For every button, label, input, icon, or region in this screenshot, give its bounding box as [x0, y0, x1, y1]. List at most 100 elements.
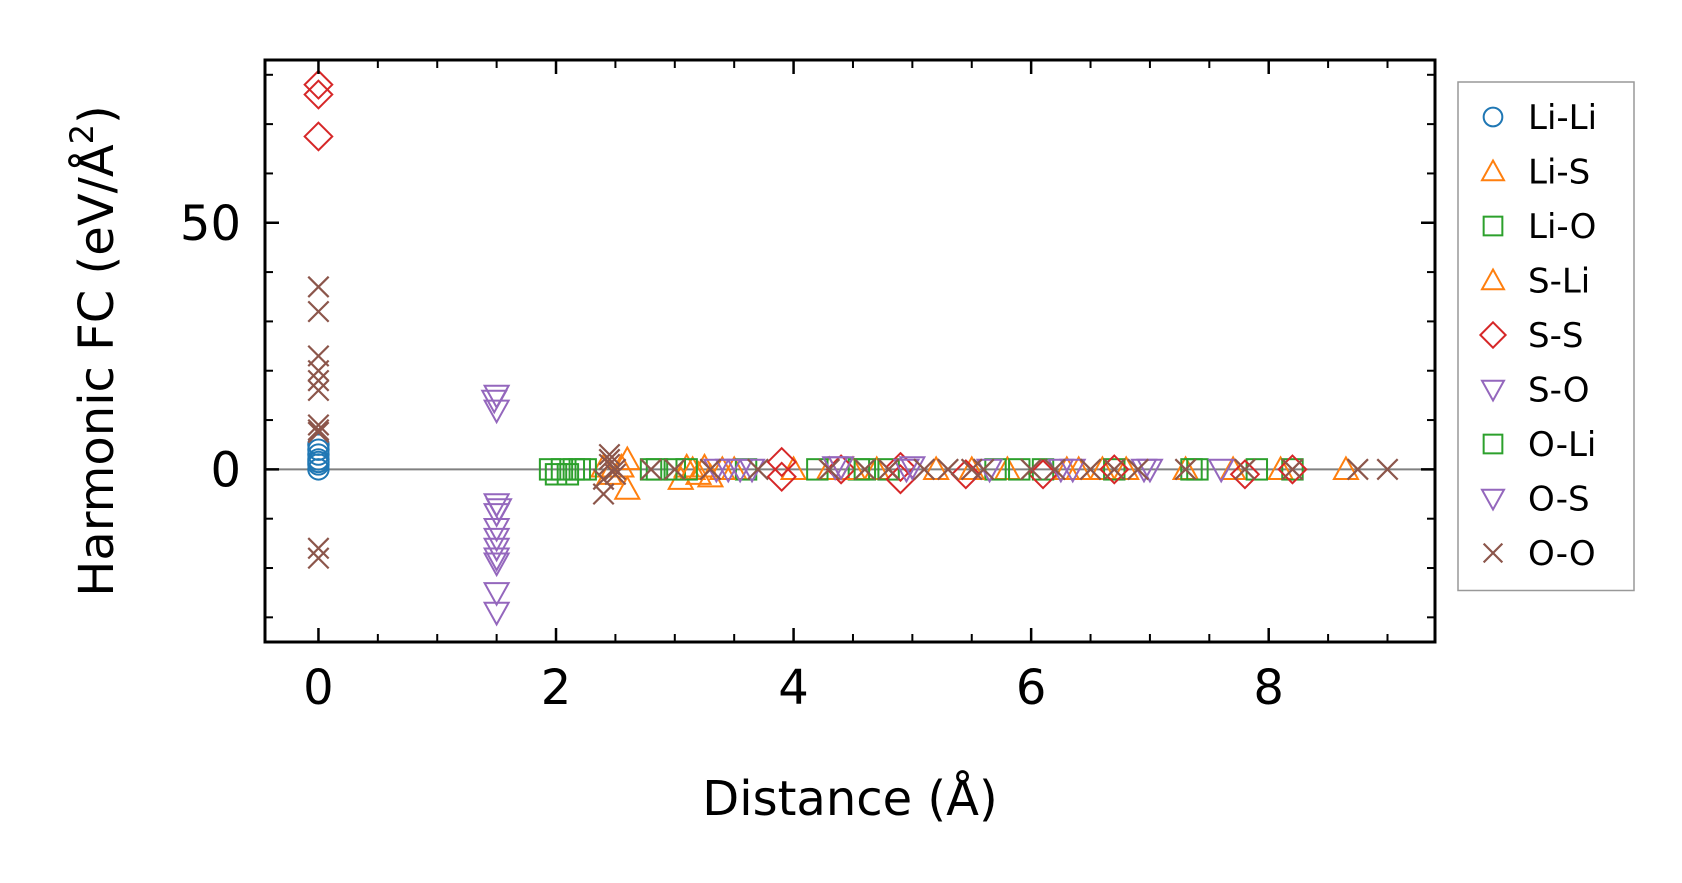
- data-point: [1229, 459, 1261, 490]
- data-point: [853, 458, 876, 481]
- data-point: [1245, 458, 1269, 481]
- data-point: [1207, 458, 1235, 484]
- data-point: [303, 69, 334, 100]
- data-point-stroke: [1127, 458, 1150, 481]
- legend-entry: O-O: [1482, 534, 1596, 574]
- data-point-stroke: [877, 458, 900, 481]
- data-point: [1174, 458, 1197, 481]
- legend-entry: Li-O: [1482, 207, 1596, 247]
- data-point: [885, 451, 916, 483]
- legend-marker: [1480, 488, 1506, 512]
- data-point: [303, 79, 334, 110]
- data-point-stroke: [307, 379, 330, 402]
- data-point: [482, 601, 511, 627]
- data-point-stroke: [937, 458, 959, 481]
- data-point: [1127, 458, 1150, 481]
- data-point: [898, 456, 927, 481]
- legend-label: O-O: [1528, 534, 1596, 574]
- data-point: [1186, 458, 1209, 481]
- data-point: [307, 300, 330, 323]
- data-point: [1079, 458, 1102, 481]
- series-li-li: [307, 433, 330, 481]
- data-point-stroke: [1281, 458, 1304, 481]
- legend-marker: [1480, 158, 1506, 182]
- series-o-li: [574, 458, 1209, 481]
- x-tick-label: 0: [303, 660, 334, 716]
- legend-label: Li-S: [1528, 153, 1590, 193]
- data-point: [482, 399, 511, 425]
- y-tick-label: 0: [210, 442, 241, 498]
- legend-label: O-Li: [1528, 425, 1596, 465]
- data-point: [604, 458, 627, 481]
- legend-label: Li-O: [1528, 207, 1596, 247]
- data-point: [307, 414, 330, 436]
- data-point: [1219, 455, 1247, 480]
- data-point-stroke: [1079, 458, 1102, 481]
- data-point: [598, 448, 621, 471]
- data-point: [766, 446, 797, 478]
- legend-label: S-S: [1528, 316, 1583, 356]
- data-point-stroke: [746, 458, 769, 481]
- legend-entry: Li-S: [1480, 153, 1590, 193]
- x-axis-label: Distance (Å): [702, 770, 997, 827]
- tick-labels: 0 2 4 6 8 0 50: [180, 196, 1284, 716]
- data-point-stroke: [972, 458, 995, 481]
- data-point: [485, 498, 513, 523]
- y-axis-label-superscript: 2: [63, 124, 101, 144]
- data-point-stroke: [1103, 458, 1126, 481]
- data-point: [708, 455, 737, 480]
- data-point-stroke: [307, 537, 330, 560]
- data-point: [550, 458, 574, 481]
- series-s-s: [303, 69, 1308, 495]
- legend-label: O-S: [1528, 480, 1590, 520]
- legend-label: Li-Li: [1528, 98, 1597, 138]
- data-point: [766, 461, 797, 492]
- data-point-stroke: [818, 458, 841, 481]
- data-point-stroke: [853, 458, 876, 481]
- data-point: [1277, 454, 1308, 485]
- data-point-stroke: [1043, 458, 1066, 481]
- data-point: [307, 275, 330, 298]
- data-point-stroke: [307, 421, 330, 444]
- data-point: [684, 460, 713, 485]
- data-point: [307, 433, 330, 456]
- data-point: [482, 552, 511, 578]
- data-point: [640, 458, 663, 481]
- legend-marker: [1480, 267, 1506, 291]
- series-s-o: [482, 384, 1164, 627]
- legend-entry: S-S: [1478, 316, 1583, 356]
- data-point: [307, 547, 330, 570]
- data-point: [307, 359, 330, 382]
- legend-entry: O-S: [1480, 480, 1590, 520]
- legend-marker: [1482, 542, 1504, 564]
- data-point-stroke: [307, 359, 330, 382]
- data-point-stroke: [307, 275, 330, 298]
- data-point: [1103, 458, 1126, 481]
- legend-marker-stroke: [1482, 542, 1504, 564]
- data-point: [746, 458, 769, 481]
- data-point: [958, 455, 986, 480]
- data-point-stroke: [1233, 458, 1256, 481]
- data-point: [1112, 455, 1140, 480]
- data-point: [574, 458, 597, 481]
- data-point: [307, 379, 330, 402]
- data-point: [1099, 454, 1130, 485]
- data-point: [853, 458, 877, 481]
- data-point-stroke: [960, 458, 983, 481]
- data-point: [307, 369, 330, 392]
- data-point: [307, 418, 330, 441]
- data-point: [482, 547, 511, 573]
- data-point: [538, 458, 562, 481]
- data-point: [972, 458, 995, 481]
- y-axis-label: Harmonic FC (eV/Å2): [63, 105, 125, 597]
- data-point: [922, 455, 950, 480]
- data-point: [307, 438, 330, 461]
- legend-marker: [1482, 215, 1504, 237]
- data-point: [1103, 458, 1126, 481]
- x-tick-label: 2: [541, 660, 572, 716]
- legend-entry: S-O: [1480, 371, 1590, 411]
- series-o-o: [307, 275, 1399, 570]
- data-point: [480, 389, 508, 415]
- data-point-stroke: [307, 418, 330, 441]
